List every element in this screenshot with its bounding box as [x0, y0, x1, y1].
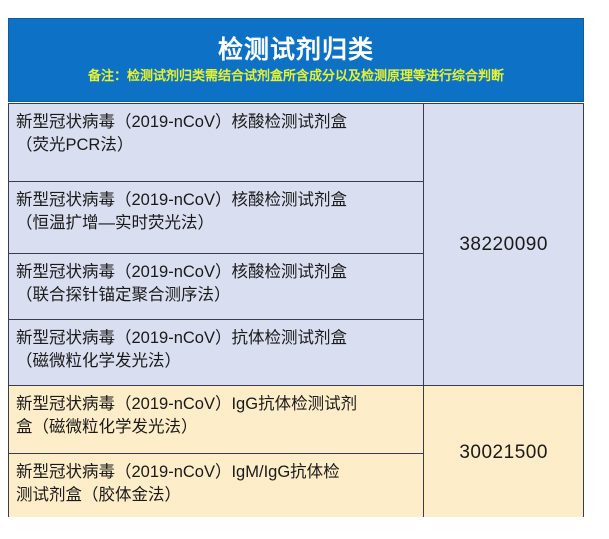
product-name-line2: 盒（磁微粒化学发光法） [16, 418, 198, 437]
table-group-nucleic-acid: 新型冠状病毒（2019-nCoV）核酸检测试剂盒 （荧光PCR法） 新型冠状病毒… [9, 104, 583, 385]
classification-table: 新型冠状病毒（2019-nCoV）核酸检测试剂盒 （荧光PCR法） 新型冠状病毒… [8, 103, 584, 517]
product-name-column: 新型冠状病毒（2019-nCoV）IgG抗体检测试剂 盒（磁微粒化学发光法） 新… [9, 386, 425, 517]
header-banner: 检测试剂归类 备注：检测试剂归类需结合试剂盒所含成分以及检测原理等进行综合判断 [8, 18, 584, 102]
product-name-line1: 新型冠状病毒（2019-nCoV）核酸检测试剂盒 [16, 263, 347, 281]
table-row: 新型冠状病毒（2019-nCoV）IgG抗体检测试剂 盒（磁微粒化学发光法） [9, 386, 423, 453]
product-name-line2: （荧光PCR法） [16, 136, 134, 155]
product-name-line1: 新型冠状病毒（2019-nCoV）核酸检测试剂盒 [16, 191, 347, 209]
product-name-line2: （磁微粒化学发光法） [16, 352, 181, 371]
product-name-line1: 新型冠状病毒（2019-nCoV）抗体检测试剂盒 [16, 329, 347, 347]
table-row: 新型冠状病毒（2019-nCoV）核酸检测试剂盒 （荧光PCR法） [9, 104, 423, 181]
page-title: 检测试剂归类 [217, 36, 374, 65]
table-row: 新型冠状病毒（2019-nCoV）IgM/IgG抗体检 测试剂盒（胶体金法） [9, 453, 424, 517]
product-name-line2: 测试剂盒（胶体金法） [16, 486, 181, 505]
table-row: 新型冠状病毒（2019-nCoV）核酸检测试剂盒 （联合探针锚定聚合测序法） [9, 253, 424, 319]
table-row: 新型冠状病毒（2019-nCoV）抗体检测试剂盒 （磁微粒化学发光法） [9, 319, 424, 385]
product-name-line2: （联合探针锚定聚合测序法） [16, 286, 231, 305]
product-name-line1: 新型冠状病毒（2019-nCoV）核酸检测试剂盒 [16, 113, 347, 131]
product-name-line1: 新型冠状病毒（2019-nCoV）IgM/IgG抗体检 [16, 463, 340, 481]
hs-code-column: 38220090 [424, 104, 583, 385]
table-row: 新型冠状病毒（2019-nCoV）核酸检测试剂盒 （恒温扩增—实时荧光法） [9, 181, 424, 253]
hs-code-value: 30021500 [459, 442, 548, 463]
hs-code-column: 30021500 [424, 386, 583, 517]
header-note: 备注：检测试剂归类需结合试剂盒所含成分以及检测原理等进行综合判断 [87, 68, 504, 84]
product-name-line2: （恒温扩增—实时荧光法） [16, 214, 214, 233]
product-name-line1: 新型冠状病毒（2019-nCoV）IgG抗体检测试剂 [16, 395, 358, 413]
table-group-antibody: 新型冠状病毒（2019-nCoV）IgG抗体检测试剂 盒（磁微粒化学发光法） 新… [9, 385, 583, 517]
hs-code-value: 38220090 [459, 233, 548, 255]
product-name-column: 新型冠状病毒（2019-nCoV）核酸检测试剂盒 （荧光PCR法） 新型冠状病毒… [9, 104, 425, 385]
